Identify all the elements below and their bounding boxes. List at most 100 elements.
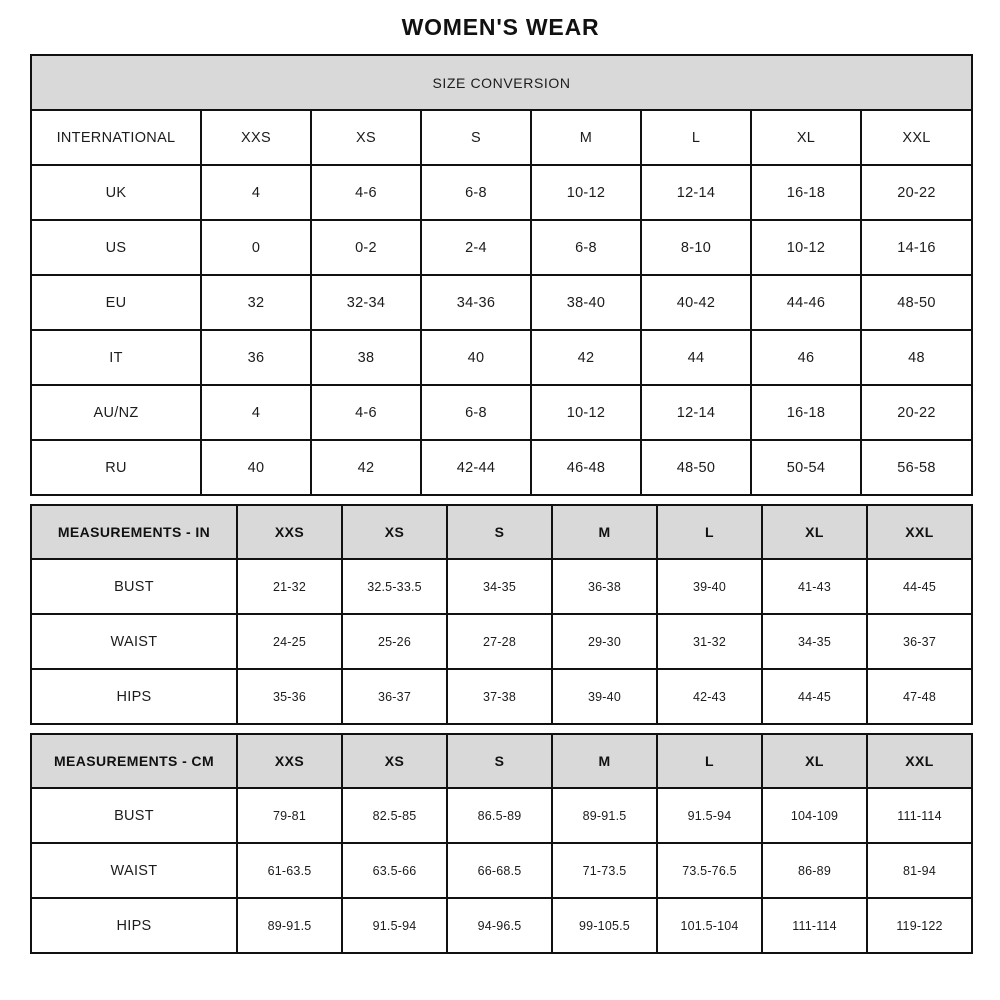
size-cell: 10-12 (530, 384, 642, 441)
table-banner-row: SIZE CONVERSION (29, 54, 974, 111)
measurement-cell: 34-35 (761, 613, 868, 670)
size-cell: 34-36 (420, 274, 532, 331)
measurement-cell: 81-94 (866, 842, 973, 899)
column-header: XXS (200, 109, 312, 166)
table-row: RU 40 42 42-44 46-48 48-50 50-54 56-58 (30, 439, 974, 496)
size-cell: 44 (640, 329, 752, 386)
measurement-cell: 31-32 (656, 613, 763, 670)
measurement-cell: 24-25 (236, 613, 343, 670)
size-cell: 46 (750, 329, 862, 386)
size-cell: 48-50 (859, 274, 974, 331)
measurement-cell: 47-48 (866, 668, 973, 725)
size-cell: 12-14 (640, 384, 752, 441)
size-cell: 6-8 (420, 164, 532, 221)
measurements-in-table: MEASUREMENTS - IN XXS XS S M L XL XXL BU… (30, 504, 973, 725)
column-header: S (446, 504, 553, 560)
measurement-cell: 36-37 (866, 613, 973, 670)
size-cell: 20-22 (859, 384, 974, 441)
row-label: US (30, 219, 202, 276)
column-header: XL (761, 504, 868, 560)
size-cell: 8-10 (640, 219, 752, 276)
size-cell: 10-12 (530, 164, 642, 221)
measurement-cell: 79-81 (236, 787, 343, 844)
size-cell: 10-12 (750, 219, 862, 276)
column-header: S (446, 733, 553, 789)
row-label: WAIST (30, 613, 238, 670)
measurement-cell: 36-37 (341, 668, 448, 725)
measurement-cell: 101.5-104 (656, 897, 763, 954)
column-header: M (551, 504, 658, 560)
table-row: US 0 0-2 2-4 6-8 8-10 10-12 14-16 (30, 219, 974, 276)
size-cell: 32-34 (310, 274, 422, 331)
measurement-cell: 94-96.5 (446, 897, 553, 954)
table-header-row: INTERNATIONAL XXS XS S M L XL XXL (30, 109, 974, 166)
measurement-cell: 119-122 (866, 897, 973, 954)
table-row: WAIST 24-25 25-26 27-28 29-30 31-32 34-3… (30, 613, 973, 670)
row-label: BUST (30, 787, 238, 844)
row-label: UK (30, 164, 202, 221)
measurement-cell: 21-32 (236, 558, 343, 615)
measurement-cell: 91.5-94 (341, 897, 448, 954)
size-conversion-title: SIZE CONVERSION (29, 54, 974, 111)
column-header: XS (341, 504, 448, 560)
column-header: L (656, 504, 763, 560)
size-cell: 56-58 (859, 439, 974, 496)
table-row: HIPS 35-36 36-37 37-38 39-40 42-43 44-45… (30, 668, 973, 725)
size-cell: 0-2 (310, 219, 422, 276)
table-row: BUST 79-81 82.5-85 86.5-89 89-91.5 91.5-… (30, 787, 973, 844)
table-row: AU/NZ 4 4-6 6-8 10-12 12-14 16-18 20-22 (30, 384, 974, 441)
size-cell: 32 (200, 274, 312, 331)
size-cell: 12-14 (640, 164, 752, 221)
size-cell: 0 (200, 219, 312, 276)
column-header: XL (750, 109, 862, 166)
column-header: XS (341, 733, 448, 789)
measurement-cell: 71-73.5 (551, 842, 658, 899)
size-cell: 40 (200, 439, 312, 496)
table-header-row: MEASUREMENTS - CM XXS XS S M L XL XXL (30, 733, 973, 789)
size-cell: 14-16 (859, 219, 974, 276)
measurement-cell: 111-114 (761, 897, 868, 954)
size-cell: 6-8 (530, 219, 642, 276)
measurement-cell: 39-40 (551, 668, 658, 725)
measurement-cell: 44-45 (761, 668, 868, 725)
measurement-cell: 32.5-33.5 (341, 558, 448, 615)
row-label: IT (30, 329, 202, 386)
measurement-cell: 66-68.5 (446, 842, 553, 899)
column-header: XXL (859, 109, 974, 166)
size-cell: 50-54 (750, 439, 862, 496)
measurement-cell: 73.5-76.5 (656, 842, 763, 899)
size-cell: 42-44 (420, 439, 532, 496)
row-label: AU/NZ (30, 384, 202, 441)
row-label: RU (30, 439, 202, 496)
page-title: WOMEN'S WEAR (401, 14, 600, 40)
column-header: XS (310, 109, 422, 166)
measurement-cell: 37-38 (446, 668, 553, 725)
column-header: L (656, 733, 763, 789)
measurement-cell: 34-35 (446, 558, 553, 615)
column-header: L (640, 109, 752, 166)
measurements-in-title: MEASUREMENTS - IN (30, 504, 238, 560)
measurement-cell: 25-26 (341, 613, 448, 670)
size-cell: 4-6 (310, 164, 422, 221)
size-cell: 16-18 (750, 164, 862, 221)
size-cell: 44-46 (750, 274, 862, 331)
measurement-cell: 36-38 (551, 558, 658, 615)
measurement-cell: 29-30 (551, 613, 658, 670)
table-row: IT 36 38 40 42 44 46 48 (30, 329, 974, 386)
table-row: WAIST 61-63.5 63.5-66 66-68.5 71-73.5 73… (30, 842, 973, 899)
row-label: HIPS (30, 668, 238, 725)
measurement-cell: 39-40 (656, 558, 763, 615)
measurement-cell: 111-114 (866, 787, 973, 844)
size-cell: 42 (310, 439, 422, 496)
size-cell: 48-50 (640, 439, 752, 496)
measurement-cell: 82.5-85 (341, 787, 448, 844)
size-cell: 38-40 (530, 274, 642, 331)
measurements-cm-title: MEASUREMENTS - CM (30, 733, 238, 789)
column-header: INTERNATIONAL (30, 109, 202, 166)
column-header: XL (761, 733, 868, 789)
column-header: S (420, 109, 532, 166)
size-cell: 4-6 (310, 384, 422, 441)
size-cell: 6-8 (420, 384, 532, 441)
size-cell: 40 (420, 329, 532, 386)
